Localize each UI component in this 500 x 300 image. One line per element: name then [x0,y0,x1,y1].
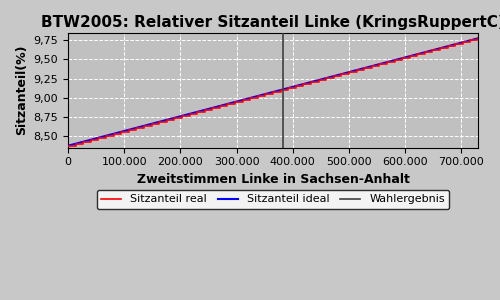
Sitzanteil real [179,114,185,118]
Sitzanteil ideal [65,144,71,148]
Sitzanteil real [293,86,299,90]
Sitzanteil real [285,86,291,90]
Sitzanteil ideal [309,80,315,84]
Title: BTW2005: Relativer Sitzanteil Linke (KringsRuppertC): BTW2005: Relativer Sitzanteil Linke (Kri… [41,15,500,30]
Sitzanteil ideal [287,86,293,89]
Sitzanteil ideal [465,39,471,43]
Sitzanteil real [202,108,207,112]
Sitzanteil ideal [260,93,266,97]
Sitzanteil ideal [262,92,268,96]
Sitzanteil real [65,144,71,148]
X-axis label: Zweitstimmen Linke in Sachsen-Anhalt: Zweitstimmen Linke in Sachsen-Anhalt [136,173,409,186]
Sitzanteil ideal [475,37,481,40]
Sitzanteil ideal [401,56,407,59]
Sitzanteil real [475,37,481,40]
Sitzanteil real [96,136,102,140]
Sitzanteil real [338,74,344,78]
Y-axis label: Sitzanteil(%): Sitzanteil(%) [15,45,28,135]
Line: Sitzanteil real: Sitzanteil real [68,38,478,146]
Legend: Sitzanteil real, Sitzanteil ideal, Wahlergebnis: Sitzanteil real, Sitzanteil ideal, Wahle… [96,190,450,209]
Line: Sitzanteil ideal: Sitzanteil ideal [68,38,478,146]
